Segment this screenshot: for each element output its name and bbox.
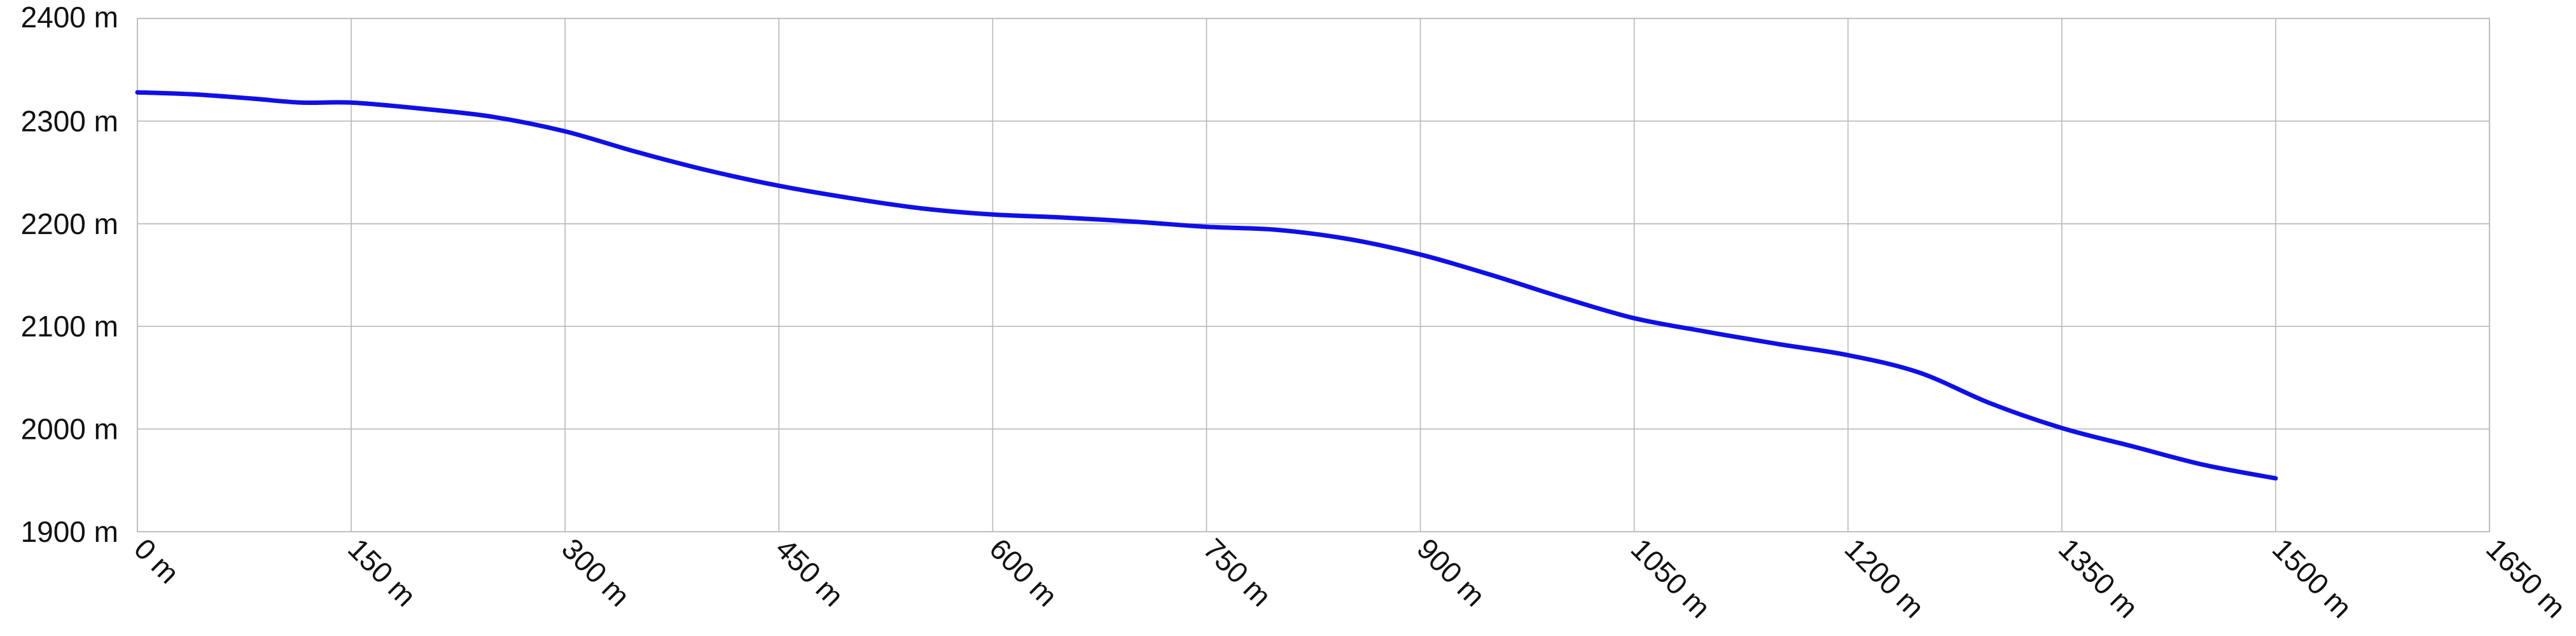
y-tick-label: 2300 m: [21, 104, 118, 137]
x-tick-label: 1050 m: [1625, 532, 1717, 624]
elevation-line: [135, 90, 2278, 481]
y-tick-label: 1900 m: [21, 515, 118, 548]
x-tick-label: 450 m: [769, 532, 850, 612]
x-axis-tick-labels: 0 m 150 m 300 m 450 m 600 m 750 m 900 m 1050 m 1…: [128, 532, 2572, 624]
x-tick-label: 1350 m: [2052, 532, 2145, 624]
x-tick-label: 0 m: [128, 532, 186, 590]
y-tick-label: 2000 m: [21, 413, 118, 446]
x-tick-label: 150 m: [342, 532, 422, 612]
series-layer: [135, 90, 2278, 481]
y-axis-tick-labels: 1900 m 2000 m 2100 m 2200 m 2300 m 2400 m: [21, 1, 118, 548]
y-tick-label: 2200 m: [21, 207, 118, 240]
plot-area-frame: [137, 18, 2490, 532]
x-tick-label: 300 m: [555, 532, 636, 612]
grid-lines: [137, 18, 2490, 532]
y-tick-label: 2400 m: [21, 1, 118, 34]
x-tick-label: 750 m: [1197, 532, 1278, 612]
y-tick-label: 2100 m: [21, 310, 118, 343]
x-tick-label: 1500 m: [2266, 532, 2358, 624]
x-tick-label: 900 m: [1410, 532, 1491, 612]
x-tick-label: 1650 m: [2480, 532, 2572, 624]
x-tick-label: 600 m: [983, 532, 1064, 612]
x-tick-label: 1200 m: [1839, 532, 1931, 624]
